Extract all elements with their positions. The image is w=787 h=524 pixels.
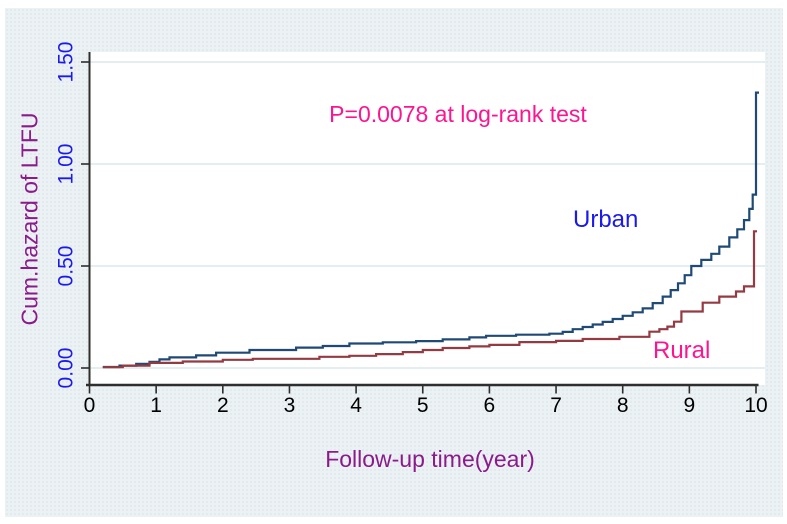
rural-series-label: Rural bbox=[653, 337, 711, 364]
x-tick-label: 10 bbox=[744, 394, 767, 417]
x-tick-label: 0 bbox=[84, 394, 96, 417]
y-axis-title: Cum.hazard of LTFU bbox=[16, 112, 43, 326]
x-tick-label: 2 bbox=[217, 394, 229, 417]
y-tick-label: 1.00 bbox=[55, 144, 78, 185]
rural-curve bbox=[102, 230, 757, 369]
x-tick-label: 7 bbox=[550, 394, 562, 417]
y-tick-label: 0.50 bbox=[55, 246, 78, 287]
urban-series-label: Urban bbox=[573, 206, 639, 233]
x-tick-label: 4 bbox=[350, 394, 362, 417]
x-tick-label: 5 bbox=[417, 394, 429, 417]
x-tick-label: 3 bbox=[284, 394, 296, 417]
x-axis-title: Follow-up time(year) bbox=[325, 446, 535, 472]
pvalue-annotation: P=0.0078 at log-rank test bbox=[329, 101, 587, 127]
x-tick-label: 6 bbox=[484, 394, 496, 417]
y-tick-label: 1.50 bbox=[55, 42, 78, 83]
urban-curve bbox=[102, 91, 759, 369]
x-tick-label: 1 bbox=[150, 394, 162, 417]
x-tick-label: 8 bbox=[617, 394, 629, 417]
x-tick-label: 9 bbox=[684, 394, 696, 417]
plot-area bbox=[89, 52, 765, 385]
y-tick-label: 0.00 bbox=[55, 348, 78, 389]
